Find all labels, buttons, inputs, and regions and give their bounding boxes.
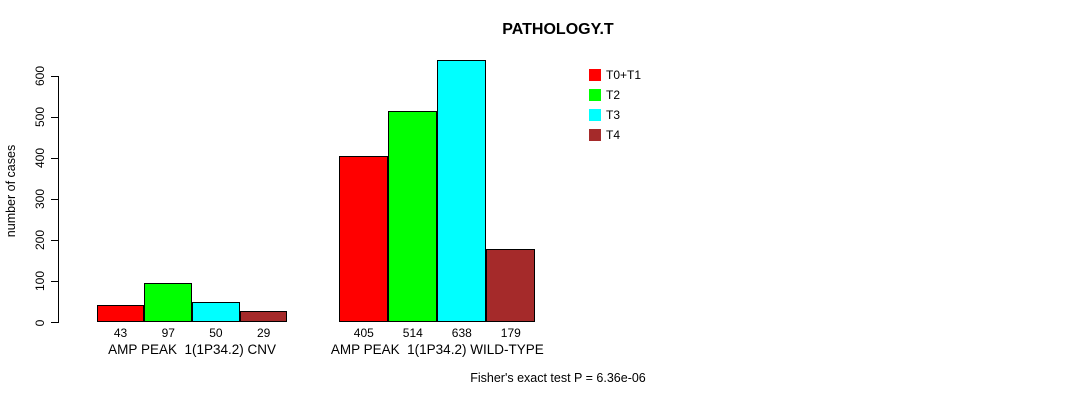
bar-value-label: 638: [451, 326, 472, 340]
y-tick-label: 300: [33, 189, 47, 210]
bar-value-label: 514: [402, 326, 423, 340]
y-tick: [51, 239, 58, 241]
bar-value-label: 405: [353, 326, 374, 340]
legend-label: T0+T1: [606, 68, 642, 82]
x-category-label: AMP PEAK 1(1P34.2) WILD-TYPE: [330, 342, 544, 357]
legend-item: T2: [589, 86, 679, 106]
legend-label: T4: [606, 128, 621, 142]
bar: [339, 156, 389, 323]
bar-value-label: 29: [256, 326, 271, 340]
y-tick: [51, 280, 58, 282]
y-tick-label: 200: [33, 230, 47, 251]
x-category-label: AMP PEAK 1(1P34.2) CNV: [108, 342, 277, 357]
chart-title: PATHOLOGY.T: [502, 21, 614, 38]
legend-swatch: [589, 69, 601, 81]
legend-item: T4: [589, 126, 679, 146]
bar: [239, 310, 288, 323]
y-tick: [51, 116, 58, 118]
y-tick-label: 500: [33, 107, 47, 128]
y-tick: [51, 157, 58, 159]
bar: [96, 304, 145, 323]
y-tick-label: 400: [33, 148, 47, 169]
y-tick-label: 600: [33, 65, 47, 87]
legend-swatch: [589, 89, 601, 101]
y-tick: [51, 322, 58, 323]
legend-swatch: [589, 129, 601, 141]
y-axis-line: [57, 76, 59, 323]
bar: [388, 111, 438, 323]
y-tick: [51, 198, 58, 200]
bar: [144, 282, 193, 323]
bar-value-label: 179: [500, 326, 521, 340]
legend-swatch: [589, 109, 601, 121]
bar-value-label: 50: [209, 326, 223, 340]
bar-value-label: 97: [161, 326, 175, 340]
y-tick: [51, 75, 58, 77]
y-axis-label: number of cases: [4, 144, 18, 238]
legend-label: T2: [606, 88, 621, 102]
y-tick-label: 100: [33, 271, 47, 292]
bar: [486, 248, 536, 323]
bar: [192, 301, 240, 323]
legend-item: T3: [589, 106, 679, 126]
legend-item: T0+T1: [589, 66, 679, 86]
bar-value-label: 43: [113, 326, 128, 340]
stat-test-annotation: Fisher's exact test P = 6.36e-06: [470, 371, 646, 385]
legend-label: T3: [606, 108, 621, 122]
y-tick-label: 0: [33, 319, 47, 326]
bar: [437, 60, 487, 323]
